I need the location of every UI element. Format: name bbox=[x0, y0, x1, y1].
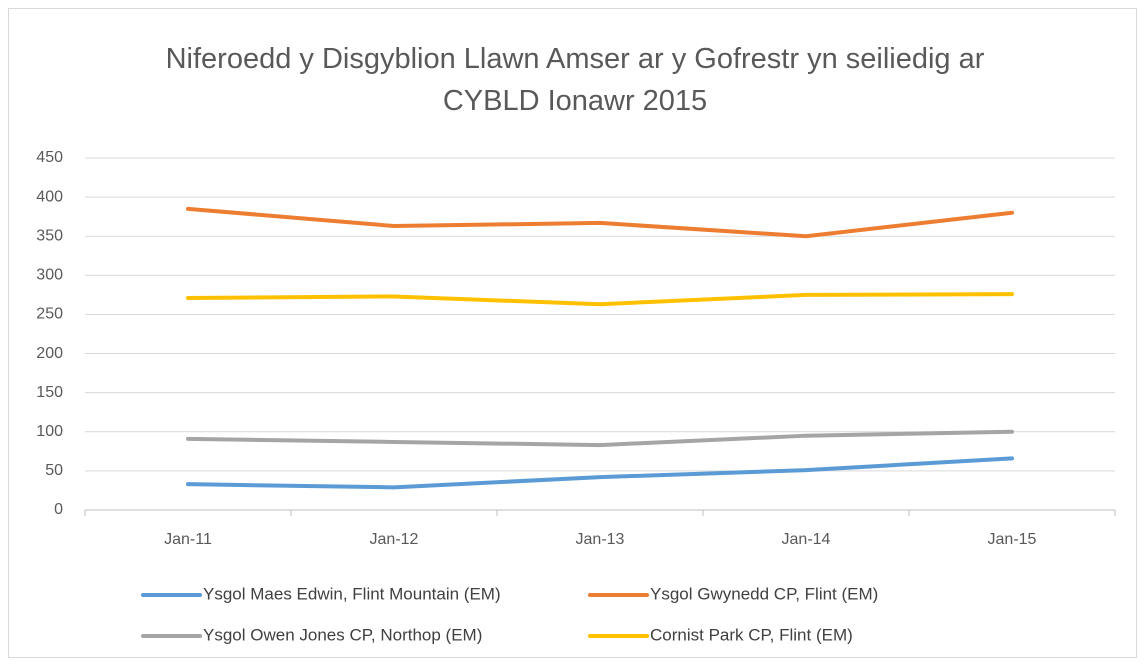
y-tick-label: 150 bbox=[36, 384, 63, 401]
chart-frame bbox=[8, 8, 1137, 658]
chart-title: Niferoedd y Disgyblion Llawn Amser ar y … bbox=[165, 43, 985, 117]
legend-label: Ysgol Owen Jones CP, Northop (EM) bbox=[203, 625, 482, 644]
y-tick-label: 400 bbox=[36, 188, 63, 205]
x-tick-label: Jan-14 bbox=[782, 531, 831, 548]
series-line bbox=[186, 206, 1014, 239]
y-tick-label: 450 bbox=[36, 149, 63, 166]
series-line bbox=[186, 429, 1014, 448]
series-line bbox=[186, 456, 1014, 490]
legend-label: Cornist Park CP, Flint (EM) bbox=[650, 625, 853, 644]
x-tick-label: Jan-15 bbox=[988, 531, 1037, 548]
y-tick-label: 250 bbox=[36, 306, 63, 323]
x-tick-label: Jan-13 bbox=[576, 531, 625, 548]
y-tick-label: 100 bbox=[36, 423, 63, 440]
y-tick-label: 350 bbox=[36, 227, 63, 244]
legend-label: Ysgol Maes Edwin, Flint Mountain (EM) bbox=[203, 584, 501, 603]
legend-label: Ysgol Gwynedd CP, Flint (EM) bbox=[650, 584, 878, 603]
x-tick-label: Jan-11 bbox=[164, 531, 212, 548]
x-tick-label: Jan-12 bbox=[370, 531, 419, 548]
y-tick-label: 50 bbox=[45, 462, 63, 479]
series-line bbox=[186, 292, 1014, 307]
y-tick-label: 200 bbox=[36, 345, 63, 362]
y-tick-label: 300 bbox=[36, 267, 63, 284]
y-tick-label: 0 bbox=[54, 501, 63, 518]
